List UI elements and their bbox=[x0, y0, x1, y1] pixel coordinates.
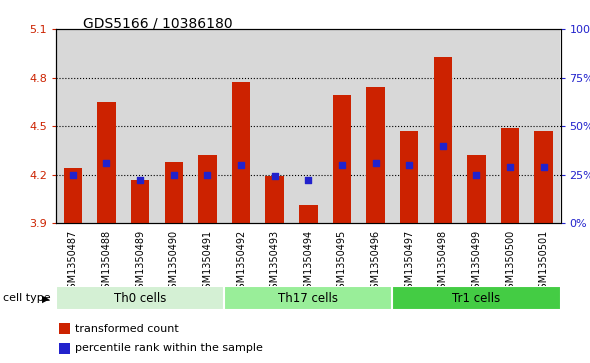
Text: percentile rank within the sample: percentile rank within the sample bbox=[75, 343, 263, 353]
Bar bbox=[501, 128, 519, 223]
Bar bbox=[64, 168, 82, 223]
Text: cell type: cell type bbox=[3, 293, 51, 303]
Text: GSM1350489: GSM1350489 bbox=[135, 230, 145, 295]
Bar bbox=[392, 286, 560, 310]
Text: GSM1350487: GSM1350487 bbox=[68, 230, 78, 295]
Point bbox=[471, 172, 481, 178]
Bar bbox=[266, 176, 284, 223]
Bar bbox=[325, 29, 359, 223]
Text: transformed count: transformed count bbox=[75, 323, 179, 334]
Text: GSM1350497: GSM1350497 bbox=[404, 230, 414, 295]
Bar bbox=[460, 29, 493, 223]
Point bbox=[505, 164, 514, 170]
Bar bbox=[535, 131, 553, 223]
Bar bbox=[131, 180, 149, 223]
Point bbox=[68, 172, 77, 178]
Text: GSM1350499: GSM1350499 bbox=[471, 230, 481, 295]
Bar bbox=[527, 29, 560, 223]
Text: GSM1350492: GSM1350492 bbox=[236, 230, 246, 295]
Point bbox=[337, 162, 346, 168]
Bar bbox=[258, 29, 291, 223]
Text: GSM1350496: GSM1350496 bbox=[371, 230, 381, 295]
Text: GSM1350501: GSM1350501 bbox=[539, 230, 549, 295]
Bar bbox=[467, 155, 486, 223]
Point bbox=[236, 162, 245, 168]
Point bbox=[169, 172, 178, 178]
Text: GSM1350493: GSM1350493 bbox=[270, 230, 280, 295]
Text: GSM1350498: GSM1350498 bbox=[438, 230, 448, 295]
Bar bbox=[366, 87, 385, 223]
Bar bbox=[58, 323, 70, 334]
Bar bbox=[56, 29, 90, 223]
Bar bbox=[224, 286, 392, 310]
Bar bbox=[493, 29, 527, 223]
Text: GSM1350495: GSM1350495 bbox=[337, 230, 347, 295]
Bar bbox=[157, 29, 191, 223]
Bar bbox=[56, 286, 224, 310]
Text: GSM1350490: GSM1350490 bbox=[169, 230, 179, 295]
Point bbox=[270, 174, 280, 179]
Text: GSM1350494: GSM1350494 bbox=[303, 230, 313, 295]
Bar bbox=[359, 29, 392, 223]
Bar bbox=[426, 29, 460, 223]
Text: Th0 cells: Th0 cells bbox=[114, 291, 166, 305]
Bar bbox=[333, 95, 351, 223]
Point bbox=[371, 160, 380, 166]
Text: GSM1350491: GSM1350491 bbox=[202, 230, 212, 295]
Bar bbox=[191, 29, 224, 223]
Point bbox=[404, 162, 414, 168]
Point bbox=[202, 172, 212, 178]
Bar bbox=[97, 102, 116, 223]
Bar bbox=[224, 29, 258, 223]
Bar bbox=[58, 343, 70, 354]
Bar bbox=[299, 205, 317, 223]
Text: GDS5166 / 10386180: GDS5166 / 10386180 bbox=[83, 16, 232, 30]
Text: ▶: ▶ bbox=[41, 293, 49, 303]
Bar bbox=[90, 29, 123, 223]
Bar bbox=[434, 57, 452, 223]
Bar bbox=[165, 162, 183, 223]
Point bbox=[303, 177, 313, 183]
Point bbox=[438, 143, 447, 148]
Text: Tr1 cells: Tr1 cells bbox=[453, 291, 500, 305]
Point bbox=[101, 160, 111, 166]
Bar bbox=[392, 29, 426, 223]
Bar bbox=[123, 29, 157, 223]
Text: GSM1350488: GSM1350488 bbox=[101, 230, 112, 295]
Bar bbox=[291, 29, 325, 223]
Point bbox=[135, 177, 145, 183]
Text: Th17 cells: Th17 cells bbox=[278, 291, 338, 305]
Text: GSM1350500: GSM1350500 bbox=[505, 230, 515, 295]
Bar bbox=[198, 155, 217, 223]
Bar bbox=[232, 82, 250, 223]
Point bbox=[539, 164, 548, 170]
Bar bbox=[400, 131, 418, 223]
